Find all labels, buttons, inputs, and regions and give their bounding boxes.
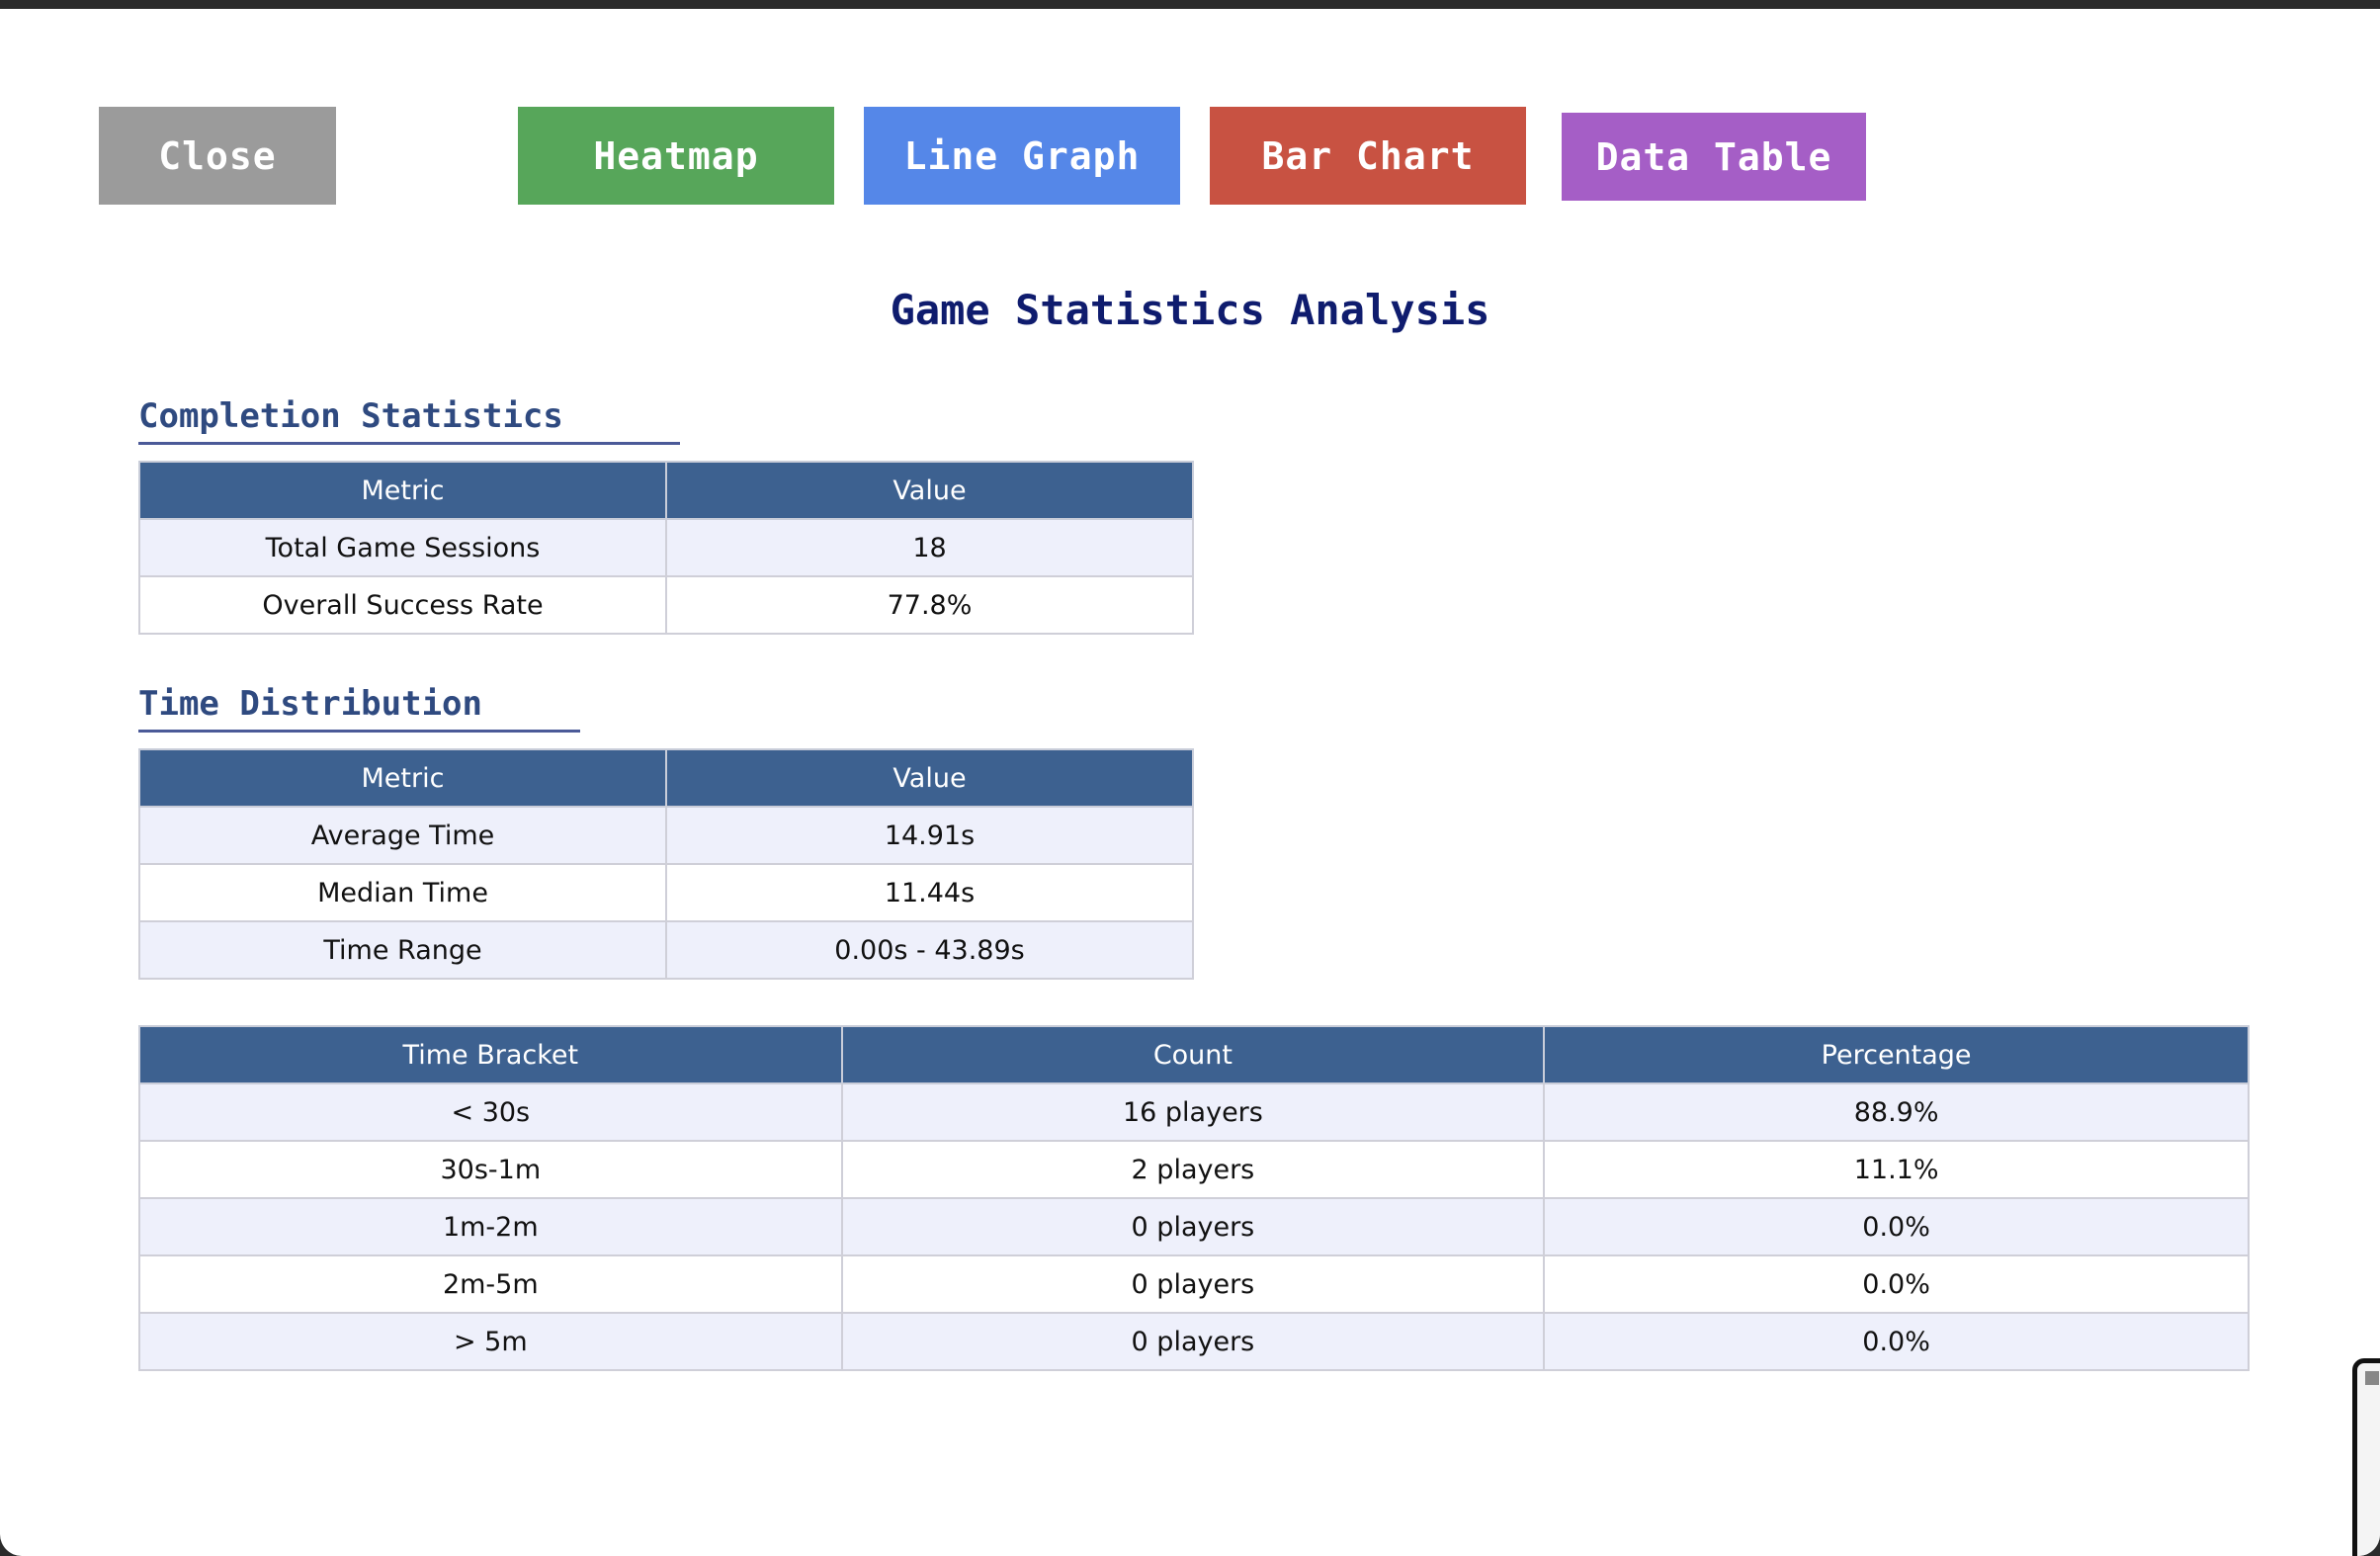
table-row: 2m-5m 0 players 0.0% [138,1254,2250,1314]
value-cell: 77.8% [665,575,1194,635]
table-header-row: Metric Value [138,748,1194,808]
bracket-cell: > 5m [138,1312,843,1371]
data-table-button[interactable]: Data Table [1562,113,1866,201]
close-button[interactable]: Close [99,107,336,205]
metric-cell: Time Range [138,920,667,980]
metric-cell: Overall Success Rate [138,575,667,635]
column-header: Count [840,1025,1546,1084]
completion-statistics-table: Metric Value Total Game Sessions 18 Over… [138,461,1194,635]
table-row: Overall Success Rate 77.8% [138,575,1194,635]
table-row: Time Range 0.00s - 43.89s [138,920,1194,980]
column-header: Time Bracket [138,1025,843,1084]
metric-cell: Median Time [138,863,667,922]
table-row: Average Time 14.91s [138,806,1194,865]
table-row: 30s-1m 2 players 11.1% [138,1140,2250,1199]
completion-statistics-heading: Completion Statistics [138,396,680,445]
statistics-panel: Close Heatmap Line Graph Bar Chart Data … [0,9,2380,1556]
column-header: Metric [138,461,667,520]
line-graph-button[interactable]: Line Graph [864,107,1180,205]
count-cell: 2 players [840,1140,1546,1199]
metric-cell: Average Time [138,806,667,865]
metric-cell: Total Game Sessions [138,518,667,577]
column-header: Percentage [1543,1025,2250,1084]
percentage-cell: 0.0% [1543,1312,2250,1371]
column-header: Value [665,748,1194,808]
time-distribution-heading: Time Distribution [138,684,580,733]
value-cell: 14.91s [665,806,1194,865]
time-distribution-table: Metric Value Average Time 14.91s Median … [138,748,1194,980]
bracket-cell: 30s-1m [138,1140,843,1199]
count-cell: 16 players [840,1082,1546,1142]
percentage-cell: 88.9% [1543,1082,2250,1142]
count-cell: 0 players [840,1312,1546,1371]
column-header: Value [665,461,1194,520]
value-cell: 0.00s - 43.89s [665,920,1194,980]
column-header: Metric [138,748,667,808]
value-cell: 11.44s [665,863,1194,922]
count-cell: 0 players [840,1197,1546,1256]
heatmap-button[interactable]: Heatmap [518,107,834,205]
time-bracket-table: Time Bracket Count Percentage < 30s 16 p… [138,1025,2250,1371]
side-window-frame [2352,1358,2380,1556]
bracket-cell: 1m-2m [138,1197,843,1256]
table-row: Median Time 11.44s [138,863,1194,922]
percentage-cell: 11.1% [1543,1140,2250,1199]
bar-chart-button[interactable]: Bar Chart [1210,107,1526,205]
page-title: Game Statistics Analysis [890,286,1490,334]
table-header-row: Time Bracket Count Percentage [138,1025,2250,1084]
value-cell: 18 [665,518,1194,577]
table-row: > 5m 0 players 0.0% [138,1312,2250,1371]
table-row: 1m-2m 0 players 0.0% [138,1197,2250,1256]
table-row: < 30s 16 players 88.9% [138,1082,2250,1142]
bracket-cell: < 30s [138,1082,843,1142]
percentage-cell: 0.0% [1543,1197,2250,1256]
table-header-row: Metric Value [138,461,1194,520]
percentage-cell: 0.0% [1543,1254,2250,1314]
count-cell: 0 players [840,1254,1546,1314]
bracket-cell: 2m-5m [138,1254,843,1314]
table-row: Total Game Sessions 18 [138,518,1194,577]
